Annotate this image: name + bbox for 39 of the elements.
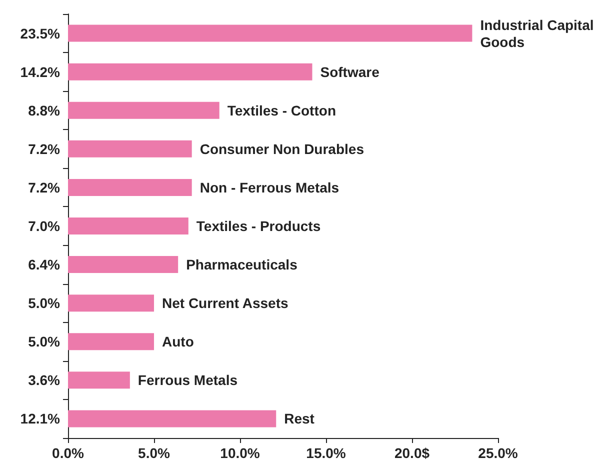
bar bbox=[68, 218, 188, 234]
bar bbox=[68, 372, 130, 389]
data-label: 5.0% bbox=[28, 295, 61, 312]
data-label: 7.2% bbox=[28, 179, 61, 196]
y-tick-label: Industrial Capital Goods bbox=[480, 16, 598, 50]
data-label: 7.0% bbox=[28, 218, 61, 234]
data-label: 5.0% bbox=[28, 334, 61, 350]
y-tick-label: Ferrous Metals bbox=[138, 372, 238, 388]
y-tick-label: Software bbox=[320, 64, 380, 80]
bar bbox=[68, 410, 276, 428]
bar bbox=[68, 63, 312, 80]
bar bbox=[68, 140, 192, 158]
x-tick-label: 5.0% bbox=[138, 445, 170, 461]
y-tick-label: Net Current Assets bbox=[162, 295, 289, 312]
bar bbox=[68, 294, 154, 312]
data-label: 12.1% bbox=[20, 410, 61, 427]
x-tick-label: 15.0% bbox=[306, 445, 346, 461]
y-tick-label: Rest bbox=[284, 410, 315, 427]
x-tick-label: 0.0% bbox=[52, 445, 84, 461]
data-label: 6.4% bbox=[28, 256, 61, 273]
y-tick-label: Textiles - Cotton bbox=[227, 102, 336, 118]
data-label: 3.6% bbox=[28, 372, 61, 388]
y-tick-label: Non - Ferrous Metals bbox=[200, 179, 340, 196]
data-label: 23.5% bbox=[20, 25, 61, 42]
bar bbox=[68, 24, 472, 42]
y-tick-label: Pharmaceuticals bbox=[186, 256, 298, 273]
y-tick-label: Consumer Non Durables bbox=[200, 140, 364, 157]
bar bbox=[68, 333, 154, 350]
bar bbox=[68, 256, 178, 274]
x-tick-label: 25.0% bbox=[478, 445, 518, 461]
data-label: 8.8% bbox=[28, 102, 61, 118]
data-label: 7.2% bbox=[28, 140, 61, 157]
y-tick-label: Auto bbox=[162, 334, 194, 350]
y-tick-label: Textiles - Products bbox=[196, 218, 321, 234]
bar bbox=[68, 102, 220, 119]
data-label: 14.2% bbox=[20, 64, 61, 80]
x-tick-label: 20.0$ bbox=[394, 445, 430, 461]
bar bbox=[68, 178, 192, 196]
x-tick-label: 10.0% bbox=[220, 445, 260, 461]
